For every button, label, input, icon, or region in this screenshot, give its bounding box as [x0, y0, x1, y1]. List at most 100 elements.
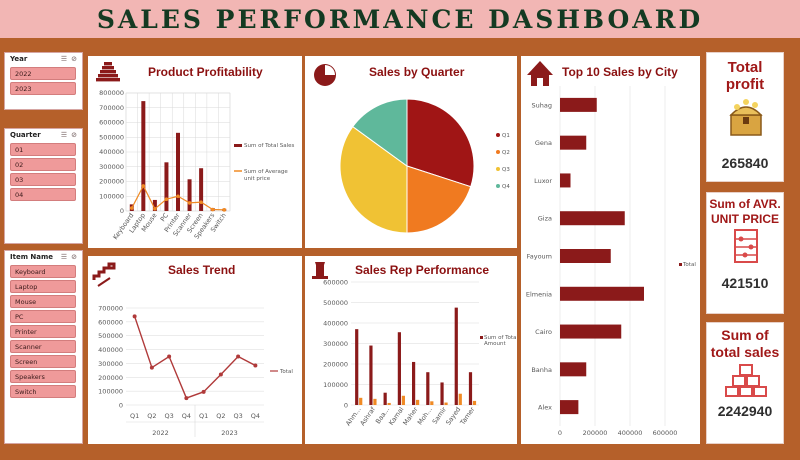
bar: [355, 329, 359, 405]
boxes-icon: [725, 364, 767, 397]
line-point: [149, 365, 154, 370]
bar: [152, 199, 157, 211]
legend-swatch: [679, 263, 682, 266]
pyramid-step: [96, 78, 120, 82]
y-tick-label: 600000: [323, 279, 348, 287]
legend-swatch: [496, 167, 500, 171]
y-tick-label: Suhag: [532, 101, 552, 109]
line-point: [236, 354, 241, 359]
slicer-item-year[interactable]: 2022: [10, 67, 76, 80]
total-sales-value: 2242940: [717, 403, 773, 419]
bar: [560, 400, 579, 415]
bar: [359, 397, 363, 405]
slicer-item-quarter[interactable]: 04: [10, 188, 76, 201]
x-tick-label: Q3: [164, 412, 173, 420]
y-tick-label: Alex: [538, 404, 552, 412]
y-tick-label: 100000: [98, 388, 123, 396]
x-tick-label: PC: [159, 211, 171, 223]
x-tick-label: Tamer: [458, 405, 477, 427]
slicer-item-item[interactable]: Screen: [10, 355, 76, 368]
slicer-item-item[interactable]: Printer: [10, 325, 76, 338]
quarter-slicer: Quarter ☰ ⊘ 01 02 03 04: [4, 128, 83, 244]
y-tick-label: 700000: [98, 305, 123, 313]
chart-title: Sales Trend: [168, 263, 235, 277]
slicer-item-quarter[interactable]: 03: [10, 173, 76, 186]
line-point: [167, 354, 172, 359]
y-tick-label: 200000: [323, 361, 348, 369]
bar: [560, 173, 571, 188]
bar: [397, 332, 401, 405]
slicer-item-item[interactable]: Mouse: [10, 295, 76, 308]
legend-swatch: [234, 144, 242, 147]
product-profitability-panel: Product Profitability 0 100000 200000 300000…: [88, 56, 302, 248]
y-tick-label: 700000: [99, 104, 124, 112]
slicer-item-quarter[interactable]: 01: [10, 143, 76, 156]
house-icon-part: [527, 61, 553, 75]
slicer-item-year[interactable]: 2023: [10, 82, 76, 95]
line-point: [253, 363, 258, 368]
legend-label: Total: [682, 262, 696, 268]
line-point: [187, 201, 192, 205]
x-tick-label: Q1: [130, 412, 139, 420]
product-profitability-chart: Product Profitability 0 100000 200000 300000…: [96, 62, 294, 241]
x-group-label: 2023: [221, 429, 238, 437]
bar: [454, 307, 458, 405]
x-tick-label: 200000: [583, 429, 608, 437]
y-tick-label: 0: [344, 402, 348, 410]
legend-label: Sum of Average unit price: [244, 169, 288, 182]
legend-label: Q2: [502, 150, 510, 156]
x-tick-label: 400000: [618, 429, 643, 437]
y-tick-label: 100000: [323, 381, 348, 389]
avg-unit-price-label: Sum of AVR. UNIT PRICE: [709, 197, 781, 226]
chart-title: Sales by Quarter: [369, 65, 465, 79]
multi-select-icon[interactable]: ☰: [60, 55, 68, 63]
total-sales-label: Sum of total sales: [710, 327, 780, 360]
clear-filter-icon[interactable]: ⊘: [71, 253, 77, 261]
x-tick-label: Q4: [182, 412, 191, 420]
slicer-item-item[interactable]: Keyboard: [10, 265, 76, 278]
clear-filter-icon[interactable]: ⊘: [71, 131, 77, 139]
bar: [369, 345, 373, 405]
line-point: [176, 194, 180, 199]
multi-select-icon[interactable]: ☰: [60, 253, 68, 261]
bar: [176, 132, 180, 211]
house-icon: [527, 61, 553, 86]
sales-rep-chart: Sales Rep Performance 0 100000 200000 300000…: [312, 262, 518, 427]
slicer-item-item[interactable]: Laptop: [10, 280, 76, 293]
x-tick-label: Q2: [216, 412, 225, 420]
slicer-item-quarter[interactable]: 02: [10, 158, 76, 171]
year-slicer: Year ☰ ⊘ 2022 2023: [4, 52, 83, 110]
slicer-item-item[interactable]: Speakers: [10, 370, 76, 383]
x-tick-label: Q1: [199, 412, 208, 420]
abacus-icon: [734, 229, 758, 263]
legend-swatch: [496, 150, 500, 154]
slicer-item-item[interactable]: PC: [10, 310, 76, 323]
y-tick-label: 400000: [99, 148, 124, 156]
multi-select-icon[interactable]: ☰: [60, 131, 68, 139]
total-profit-label: Total profit: [725, 59, 765, 93]
x-tick-label: Q3: [233, 412, 242, 420]
y-tick-label: Elmenia: [526, 290, 552, 298]
x-tick-label: 600000: [653, 429, 678, 437]
legend-swatch: [480, 336, 483, 339]
legend-label: Q1: [502, 133, 510, 139]
slicer-item-item[interactable]: Scanner: [10, 340, 76, 353]
x-tick-label: 0: [558, 429, 562, 437]
item-slicer-items: Keyboard Laptop Mouse PC Printer Scanner Scree…: [5, 265, 82, 398]
quarter-slicer-items: 01 02 03 04: [5, 143, 82, 201]
clear-filter-icon[interactable]: ⊘: [71, 55, 77, 63]
line-point: [210, 207, 215, 212]
y-tick-label: 600000: [99, 119, 124, 127]
y-tick-label: 400000: [323, 320, 348, 328]
pie-chart-icon-slice: [325, 65, 335, 75]
bar: [430, 401, 434, 405]
top-hat-icon-brim: [312, 276, 328, 279]
legend-label: Sum of Total Amount: [484, 335, 517, 347]
bar: [560, 286, 644, 301]
dashboard-title: SALES PERFORMANCE DASHBOARD: [96, 4, 704, 34]
pyramid-icon: [96, 62, 120, 82]
year-slicer-label: Year: [10, 55, 28, 63]
slicer-item-item[interactable]: Switch: [10, 385, 76, 398]
top-cities-chart: Top 10 Sales by City 0 200000 400000 600000 S…: [526, 61, 696, 437]
total-profit-card: Total profit 265840: [706, 52, 784, 182]
